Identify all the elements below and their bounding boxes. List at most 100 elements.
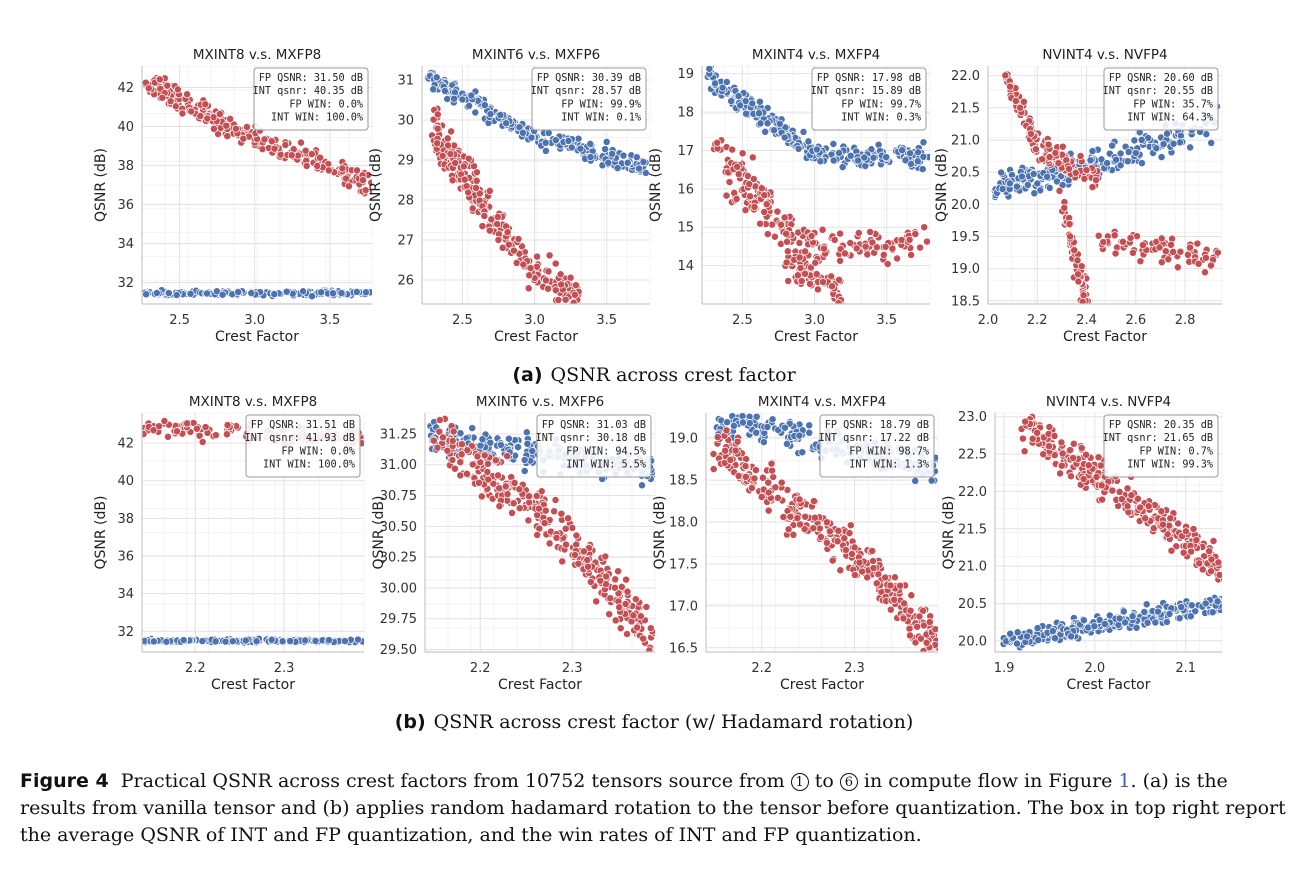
data-point-int bbox=[534, 504, 543, 513]
data-point-int bbox=[1194, 259, 1203, 268]
data-point-int bbox=[583, 556, 592, 564]
data-point-fp bbox=[601, 145, 610, 154]
data-point-int bbox=[863, 573, 872, 582]
data-point-int bbox=[1144, 502, 1153, 511]
data-point-int bbox=[819, 244, 828, 253]
data-point-int bbox=[155, 75, 164, 84]
data-point-int bbox=[1071, 168, 1080, 177]
data-point-fp bbox=[286, 637, 295, 646]
data-point-int bbox=[795, 238, 804, 247]
data-point-int bbox=[733, 162, 742, 171]
data-point-int bbox=[557, 509, 566, 518]
data-point-fp bbox=[882, 153, 891, 162]
data-point-int bbox=[198, 438, 207, 446]
y-tick-label: 19.0 bbox=[669, 432, 698, 447]
data-point-int bbox=[1050, 431, 1059, 440]
data-point-fp bbox=[756, 119, 765, 128]
data-point-int bbox=[840, 534, 849, 543]
data-point-int bbox=[807, 232, 816, 240]
chart-title: MXINT6 v.s. MXFP6 bbox=[472, 47, 600, 63]
subcaption-b-label: (b) bbox=[394, 711, 426, 733]
data-point-int bbox=[869, 557, 877, 565]
data-point-int bbox=[770, 232, 779, 241]
data-point-int bbox=[155, 422, 163, 431]
x-axis-label: Crest Factor bbox=[215, 329, 299, 345]
data-point-int bbox=[281, 140, 290, 149]
data-point-int bbox=[822, 518, 831, 527]
data-point-int bbox=[801, 512, 810, 521]
legend-stat: INT qsnr: 40.35 dB bbox=[253, 86, 363, 97]
data-point-int bbox=[1065, 164, 1073, 173]
data-point-int bbox=[1074, 270, 1082, 279]
data-point-fp bbox=[1023, 632, 1032, 641]
data-point-int bbox=[905, 624, 914, 633]
data-point-int bbox=[833, 537, 842, 546]
y-tick-label: 21.5 bbox=[951, 101, 980, 116]
y-tick-label: 19 bbox=[677, 67, 694, 82]
data-point-int bbox=[1207, 555, 1216, 564]
y-tick-label: 31 bbox=[397, 74, 414, 89]
data-point-int bbox=[579, 547, 588, 556]
data-point-int bbox=[475, 189, 484, 198]
x-tick-label: 2.3 bbox=[274, 661, 295, 676]
data-point-int bbox=[1077, 444, 1086, 453]
data-point-int bbox=[498, 243, 507, 252]
data-point-int bbox=[480, 451, 489, 460]
data-point-int bbox=[525, 492, 533, 501]
data-point-fp bbox=[997, 168, 1006, 177]
data-point-fp bbox=[854, 156, 863, 165]
data-point-int bbox=[841, 546, 850, 554]
data-point-int bbox=[1016, 103, 1025, 112]
data-point-fp bbox=[440, 86, 449, 95]
data-point-int bbox=[503, 228, 512, 237]
y-axis-label: QSNR (dB) bbox=[93, 148, 109, 222]
data-point-int bbox=[1055, 186, 1064, 195]
data-point-int bbox=[1157, 258, 1166, 267]
y-tick-label: 19.5 bbox=[951, 230, 980, 245]
data-point-fp bbox=[759, 438, 768, 447]
data-point-int bbox=[725, 178, 734, 187]
data-point-fp bbox=[586, 139, 595, 148]
data-point-fp bbox=[149, 637, 158, 646]
data-point-fp bbox=[1137, 159, 1146, 168]
data-point-int bbox=[1179, 548, 1188, 557]
data-point-int bbox=[433, 110, 442, 119]
data-point-int bbox=[556, 270, 565, 279]
data-point-fp bbox=[1053, 177, 1061, 186]
data-point-int bbox=[1214, 558, 1222, 567]
y-axis-label: QSNR (dB) bbox=[934, 148, 950, 222]
data-point-int bbox=[911, 638, 920, 647]
data-point-int bbox=[493, 220, 502, 229]
data-point-int bbox=[1183, 250, 1192, 259]
y-axis-label: QSNR (dB) bbox=[368, 148, 384, 222]
data-point-int bbox=[795, 253, 804, 262]
data-point-int bbox=[1201, 253, 1210, 262]
data-point-fp bbox=[541, 146, 550, 155]
legend-stat: INT qsnr: 30.18 dB bbox=[536, 433, 646, 444]
data-point-int bbox=[858, 567, 867, 576]
data-point-int bbox=[1028, 434, 1037, 443]
data-point-int bbox=[881, 573, 890, 582]
x-tick-label: 2.2 bbox=[470, 661, 491, 676]
data-point-fp bbox=[354, 635, 362, 644]
data-point-int bbox=[767, 459, 776, 468]
figure-reference-link[interactable]: 1 bbox=[1118, 770, 1131, 792]
data-point-int bbox=[614, 567, 623, 576]
data-point-int bbox=[338, 164, 347, 173]
data-point-int bbox=[779, 513, 788, 521]
data-point-int bbox=[474, 478, 483, 487]
data-point-int bbox=[1079, 291, 1088, 300]
data-point-int bbox=[830, 235, 839, 244]
data-point-int bbox=[429, 436, 438, 445]
data-point-int bbox=[571, 551, 579, 559]
data-point-int bbox=[433, 443, 442, 452]
data-point-int bbox=[623, 587, 632, 596]
data-point-fp bbox=[522, 428, 531, 437]
data-point-int bbox=[890, 573, 899, 582]
data-point-int bbox=[919, 606, 928, 615]
data-point-fp bbox=[450, 94, 459, 103]
data-point-int bbox=[931, 651, 937, 652]
data-point-int bbox=[487, 215, 496, 224]
data-point-int bbox=[545, 539, 554, 548]
data-point-fp bbox=[768, 415, 777, 424]
